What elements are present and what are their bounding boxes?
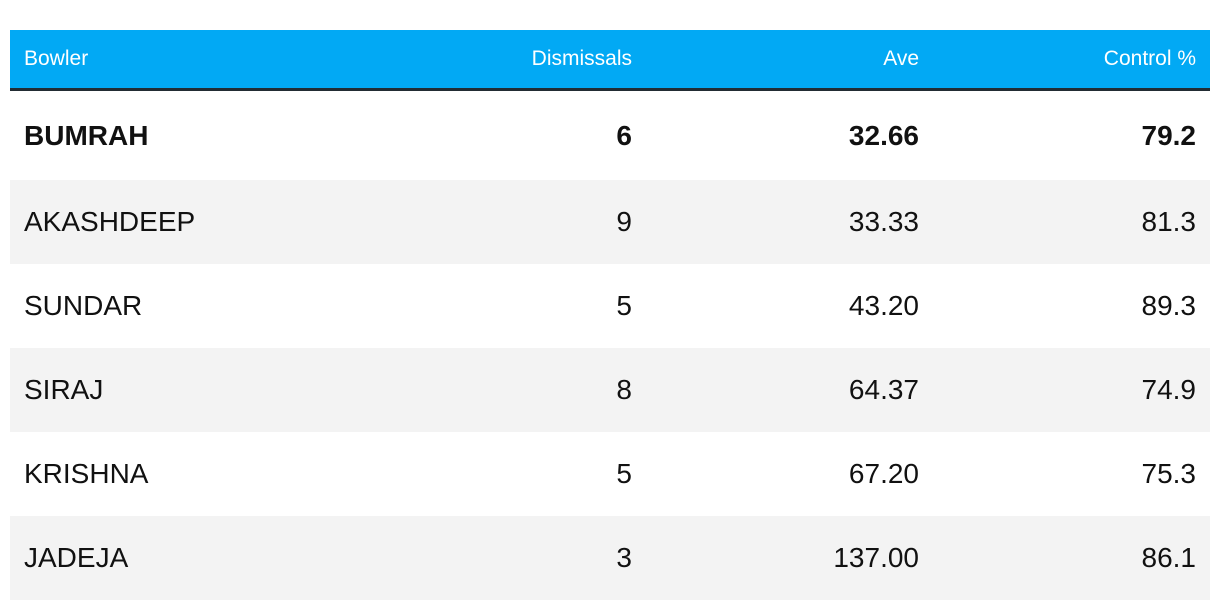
stat-cell: 74.9 <box>933 348 1210 432</box>
stat-cell: 8 <box>410 348 646 432</box>
stat-cell: 3 <box>410 516 646 600</box>
bowler-name: SIRAJ <box>10 348 410 432</box>
stat-cell: 43.20 <box>848 290 919 321</box>
stat-cell: 6 <box>616 119 632 151</box>
table-header: Bowler Dismissals Ave Control % <box>10 30 1210 91</box>
stat-cell: 137.00 <box>646 516 933 600</box>
table-row: SIRAJ 8 64.37 74.9 <box>10 348 1210 432</box>
stat-cell: 5 <box>616 458 632 489</box>
stat-cell: 86.1 <box>933 516 1210 600</box>
header-cell: Dismissals <box>410 30 646 91</box>
header-row: Bowler Dismissals Ave Control % <box>10 30 1210 91</box>
bowler-name: AKASHDEEP <box>10 180 410 264</box>
table-row: BUMRAH 6 32.66 79.2 <box>10 90 1210 181</box>
stat-cell: 32.66 <box>848 119 919 151</box>
stats-table-container: Bowler Dismissals Ave Control % BUMRAH 6 32.6… <box>10 30 1210 600</box>
header-cell: Bowler <box>10 30 410 91</box>
bowler-name: KRISHNA <box>24 458 149 489</box>
stat-cell: 9 <box>410 180 646 264</box>
stat-cell: 75.3 <box>1141 458 1197 489</box>
bowler-name: BUMRAH <box>24 119 149 151</box>
table-row: AKASHDEEP 9 33.33 81.3 <box>10 180 1210 264</box>
stat-cell: 89.3 <box>1141 290 1197 321</box>
bowler-name: JADEJA <box>10 516 410 600</box>
table-row: JADEJA 3 137.00 86.1 <box>10 516 1210 600</box>
stat-cell: 5 <box>616 290 632 321</box>
bowler-name: SUNDAR <box>24 290 143 321</box>
stats-table: Bowler Dismissals Ave Control % BUMRAH 6 32.6… <box>10 30 1210 600</box>
table-body: BUMRAH 6 32.66 79.2 AKASHDEEP 9 33.33 81.3 SUNDA… <box>10 90 1210 600</box>
stat-cell: 79.2 <box>1141 119 1197 151</box>
table-row: SUNDAR 5 43.20 89.3 <box>10 264 1210 348</box>
stat-cell: 67.20 <box>848 458 919 489</box>
stat-cell: 81.3 <box>933 180 1210 264</box>
header-cell: Control % <box>933 30 1210 91</box>
stat-cell: 33.33 <box>646 180 933 264</box>
stat-cell: 64.37 <box>646 348 933 432</box>
table-row: KRISHNA 5 67.20 75.3 <box>10 432 1210 516</box>
header-cell: Ave <box>646 30 933 91</box>
